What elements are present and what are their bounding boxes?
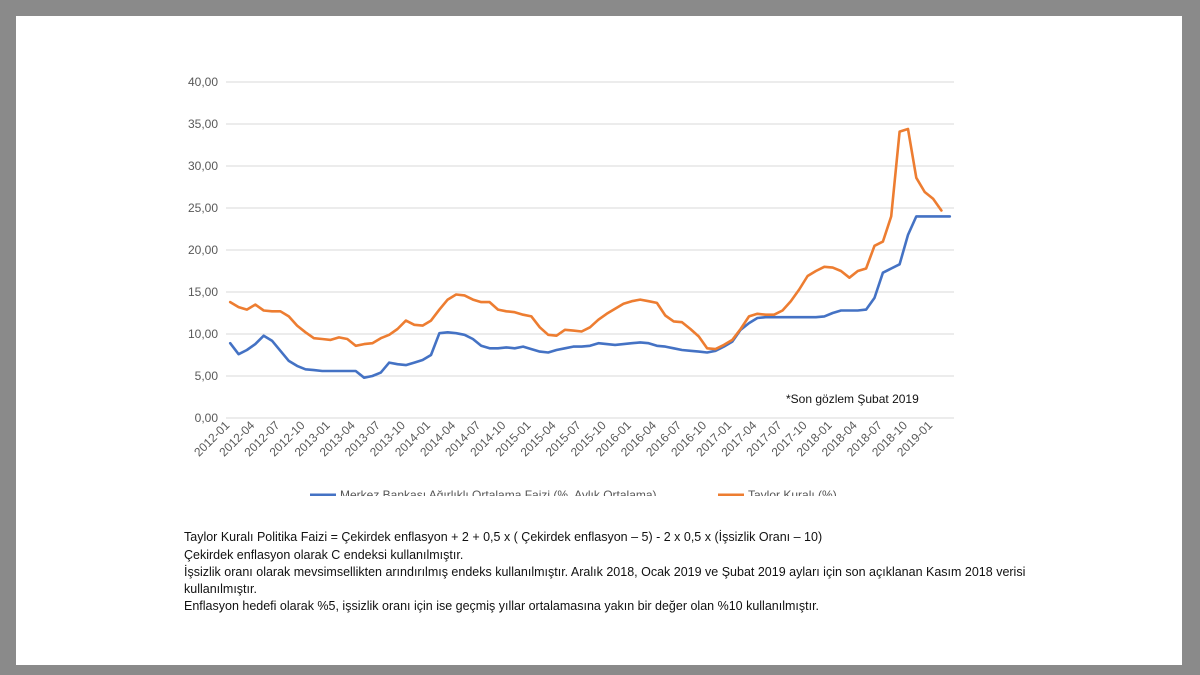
series-line-merkez-bankasi <box>228 215 952 380</box>
y-tick-label: 10,00 <box>188 327 218 341</box>
legend-label-taylor: Taylor Kuralı (%) <box>748 488 837 496</box>
legend-label-merkez: Merkez Bankası Ağırlıklı Ortalama Faizi … <box>340 488 657 496</box>
x-axis-ticks: 2012-012012-042012-072012-102013-012013-… <box>191 418 935 459</box>
y-axis-ticks: 0,00 5,00 10,00 15,00 20,00 25,00 30,00 35,00 40… <box>188 75 218 425</box>
note-line-1: Taylor Kuralı Politika Faizi = Çekirdek … <box>184 530 823 544</box>
note-line-3: İşsizlik oranı olarak mevsimsellikten ar… <box>184 565 1026 579</box>
series-line-taylor-kurali <box>228 127 943 351</box>
y-tick-label: 30,00 <box>188 159 218 173</box>
y-tick-label: 25,00 <box>188 201 218 215</box>
gridlines <box>226 81 954 419</box>
y-tick-label: 5,00 <box>195 369 219 383</box>
legend: Merkez Bankası Ağırlıklı Ortalama Faizi … <box>310 488 837 496</box>
chart-annotation: *Son gözlem Şubat 2019 <box>786 392 919 406</box>
y-tick-label: 20,00 <box>188 243 218 257</box>
note-line-5: Enflasyon hedefi olarak %5, işsizlik ora… <box>184 599 820 613</box>
series-lines <box>228 127 952 380</box>
line-chart: 0,00 5,00 10,00 15,00 20,00 25,00 30,00 35,00 40… <box>188 75 954 496</box>
note-line-4: kullanılmıştır. <box>184 582 257 596</box>
slide: 0,00 5,00 10,00 15,00 20,00 25,00 30,00 35,00 40… <box>16 16 1182 665</box>
y-tick-label: 15,00 <box>188 285 218 299</box>
note-line-2: Çekirdek enflasyon olarak C endeksi kull… <box>184 548 464 562</box>
y-tick-label: 40,00 <box>188 75 218 89</box>
y-tick-label: 0,00 <box>195 411 219 425</box>
y-tick-label: 35,00 <box>188 117 218 131</box>
